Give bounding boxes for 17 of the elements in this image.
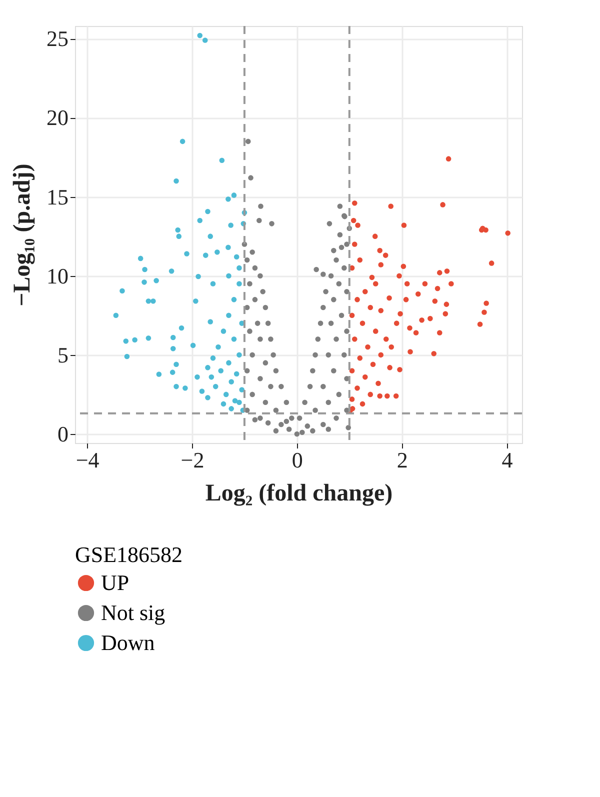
y-axis-title: −Log₁₀ (p.adj) [10, 164, 36, 306]
x-tick-label: −4 [76, 448, 100, 472]
x-axis-title: Log₂ (fold change) [205, 480, 393, 506]
y-tick-label: 20 [46, 105, 68, 130]
x-tick-label: 4 [502, 448, 513, 472]
y-tick-label: 15 [46, 184, 68, 210]
x-tick-label: −2 [180, 448, 204, 472]
legend-label: Down [101, 630, 155, 655]
legend-title: GSE186582 [75, 542, 183, 567]
y-tick-label: 5 [58, 342, 68, 368]
y-tick-label: 10 [46, 263, 68, 288]
y-tick-label: 0 [58, 421, 68, 446]
legend-label: Not sig [101, 600, 166, 625]
x-tick-label: 0 [292, 448, 303, 472]
legend-label: UP [101, 570, 130, 595]
x-tick-label: 2 [396, 448, 408, 472]
y-tick-label: 25 [46, 26, 68, 52]
